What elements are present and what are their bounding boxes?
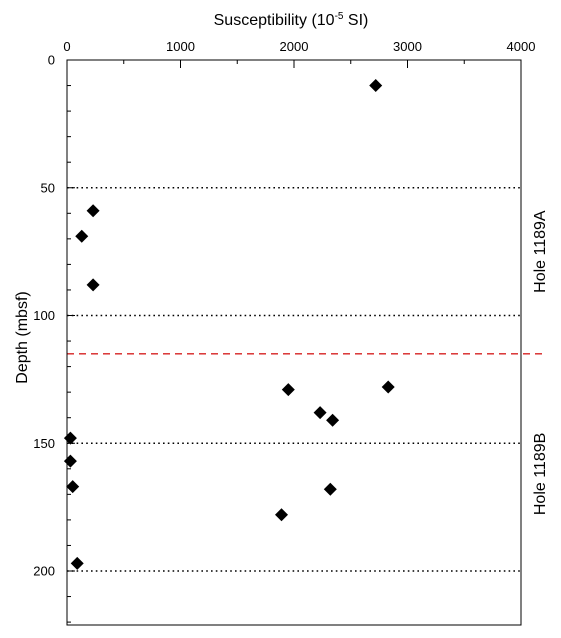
x-tick-label: 0 — [63, 39, 70, 54]
data-point — [275, 508, 289, 522]
data-point — [86, 278, 100, 292]
y-axis-title: Depth (mbsf) — [14, 291, 31, 383]
axis-ticks — [66, 59, 522, 623]
y-tick-label: 50 — [41, 180, 55, 195]
data-point — [63, 431, 77, 445]
hole-label: Hole 1189B — [532, 433, 549, 515]
hole-annotations: Hole 1189A Hole 1189B — [532, 210, 549, 515]
data-point — [75, 229, 89, 243]
y-tick-label: 100 — [33, 308, 55, 323]
axis-tick-labels: 0 1000 2000 3000 4000 0 50 100 150 200 — [33, 39, 535, 579]
data-points — [63, 79, 395, 570]
y-tick-label: 200 — [33, 564, 55, 579]
data-point — [313, 406, 327, 420]
data-point — [86, 204, 100, 218]
data-point — [63, 454, 77, 468]
x-axis-title-exponent: -5 — [335, 11, 344, 22]
data-point — [281, 383, 295, 397]
hole-label: Hole 1189A — [532, 210, 549, 293]
y-tick-label: 0 — [48, 53, 55, 68]
data-point — [66, 480, 80, 494]
y-tick-label: 150 — [33, 436, 55, 451]
data-point — [323, 482, 337, 496]
data-point — [70, 556, 84, 570]
x-axis-title-part2: SI) — [343, 12, 368, 29]
x-axis-title: Susceptibility (10-5 SI) — [214, 11, 369, 29]
data-point — [369, 79, 383, 93]
x-tick-label: 1000 — [166, 39, 195, 54]
plot-frame — [66, 59, 522, 626]
x-tick-label: 3000 — [393, 39, 422, 54]
x-axis-title-part1: Susceptibility (10 — [214, 12, 335, 29]
data-point — [326, 413, 340, 427]
data-point — [381, 380, 395, 394]
x-tick-label: 2000 — [280, 39, 309, 54]
reference-lines — [67, 186, 545, 572]
x-tick-label: 4000 — [507, 39, 536, 54]
